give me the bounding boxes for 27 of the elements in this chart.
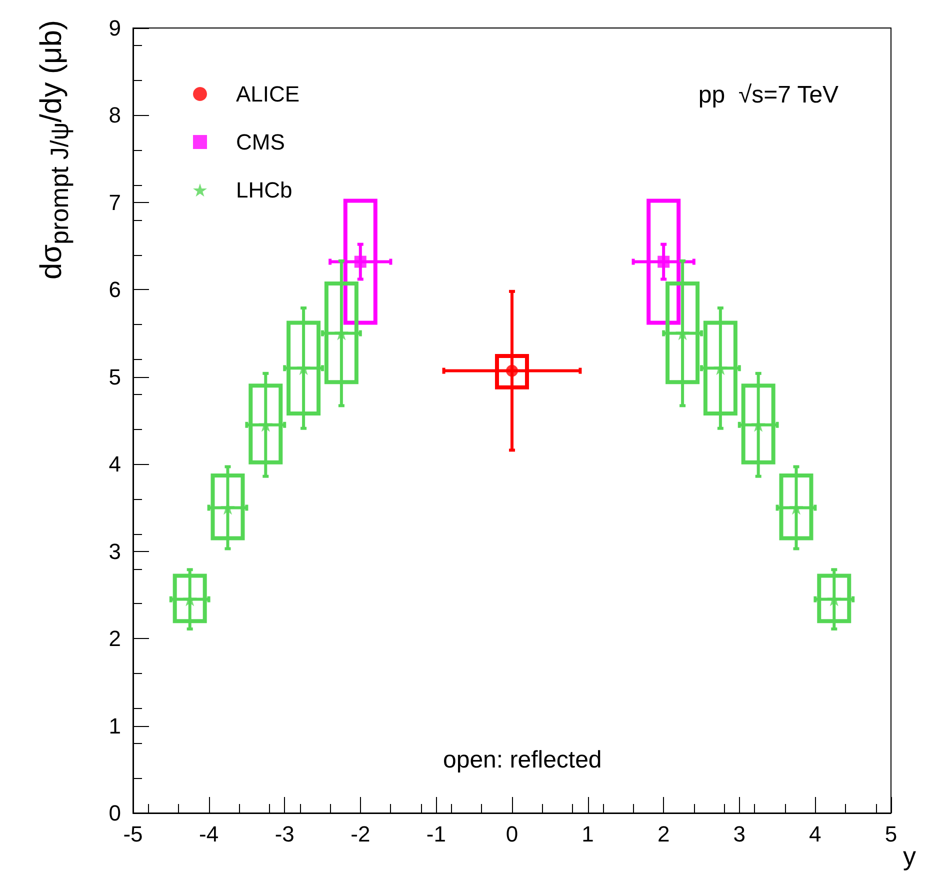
x-tick-label: 0 (506, 822, 518, 846)
y-tick-label: 5 (108, 364, 121, 390)
x-axis-title: y (903, 841, 916, 871)
legend-label: CMS (236, 130, 285, 154)
legend-label: LHCb (236, 178, 292, 202)
y-tick-label: 4 (108, 452, 121, 477)
x-tick-label: 4 (809, 822, 822, 846)
y-tick-label: 8 (108, 102, 121, 128)
y-tick-label: 9 (108, 16, 121, 40)
annotation: pp √s=7 TeV (698, 82, 839, 108)
y-tick-label: 3 (108, 538, 121, 564)
y-tick-label: 7 (108, 190, 121, 215)
x-tick-label: -3 (274, 822, 294, 846)
x-tick-label: -5 (123, 822, 143, 846)
y-tick-label: 0 (108, 800, 121, 826)
y-tick-label: 6 (108, 277, 121, 302)
x-tick-label: -4 (199, 822, 219, 846)
x-tick-label: 3 (733, 822, 746, 846)
x-tick-label: 1 (582, 822, 594, 846)
annotation: open: reflected (443, 746, 602, 774)
x-tick-label: 2 (657, 822, 670, 846)
y-tick-label: 1 (108, 713, 121, 738)
x-tick-label: 5 (884, 822, 898, 846)
legend-label: ALICE (236, 82, 300, 106)
y-tick-label: 2 (108, 626, 121, 652)
x-tick-label: -1 (426, 822, 446, 846)
x-tick-label: -2 (350, 822, 370, 846)
